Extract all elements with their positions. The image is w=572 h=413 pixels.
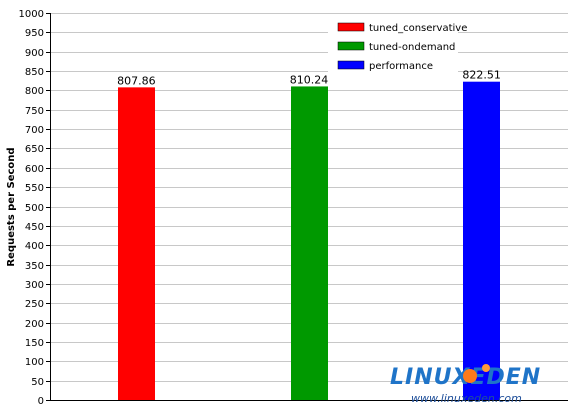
y-tick-label: 150 [25, 338, 44, 349]
legend-swatch-tuned-ondemand [337, 41, 365, 51]
watermark-orb-icon [463, 369, 477, 383]
data-label-tuned-ondemand: 810.24 [290, 73, 329, 86]
watermark-orb-icon-small [482, 364, 490, 372]
y-axis-ticks: 0 50 100 150 200 250 300 350 400 450 500 550 600 650 7… [19, 9, 50, 407]
y-tick-label: 50 [31, 377, 44, 388]
y-tick-label: 100 [25, 357, 44, 368]
legend-swatch-performance [337, 60, 365, 70]
y-tick-label: 350 [25, 261, 44, 272]
y-tick-label: 650 [25, 144, 44, 155]
data-label-tuned_conservative: 807.86 [117, 74, 156, 87]
bar-performance [463, 81, 500, 400]
bar-tuned-ondemand [291, 86, 328, 400]
data-labels: 807.86 810.24 822.51 [117, 69, 501, 88]
legend-label-performance: performance [369, 61, 433, 72]
y-tick-label: 300 [25, 280, 44, 291]
y-tick-label: 250 [25, 299, 44, 310]
legend-label-tuned_conservative: tuned_conservative [369, 23, 467, 34]
bar-tuned_conservative [118, 87, 155, 400]
y-tick-label: 600 [25, 164, 44, 175]
bars [118, 81, 500, 400]
legend-swatch-tuned_conservative [337, 22, 365, 32]
y-tick-label: 800 [25, 86, 44, 97]
y-tick-label: 1000 [19, 9, 44, 20]
y-axis-title: Requests per Second [6, 147, 17, 266]
y-tick-label: 200 [25, 319, 44, 330]
y-tick-label: 550 [25, 183, 44, 194]
y-tick-label: 900 [25, 48, 44, 59]
watermark-logo: LINUXEDEN www.linuxeden.com [390, 364, 540, 405]
watermark-url: www.linuxeden.com [411, 392, 522, 405]
data-label-performance: 822.51 [462, 69, 501, 82]
y-tick-label: 500 [25, 203, 44, 214]
y-tick-label: 950 [25, 28, 44, 39]
legend-label-tuned-ondemand: tuned-ondemand [369, 42, 455, 53]
y-tick-label: 0 [38, 396, 44, 407]
y-tick-label: 450 [25, 222, 44, 233]
y-tick-label: 750 [25, 106, 44, 117]
legend: tuned_conservative tuned-ondemand performa… [328, 18, 467, 79]
y-tick-label: 400 [25, 241, 44, 252]
y-tick-label: 700 [25, 125, 44, 136]
y-tick-label: 850 [25, 67, 44, 78]
